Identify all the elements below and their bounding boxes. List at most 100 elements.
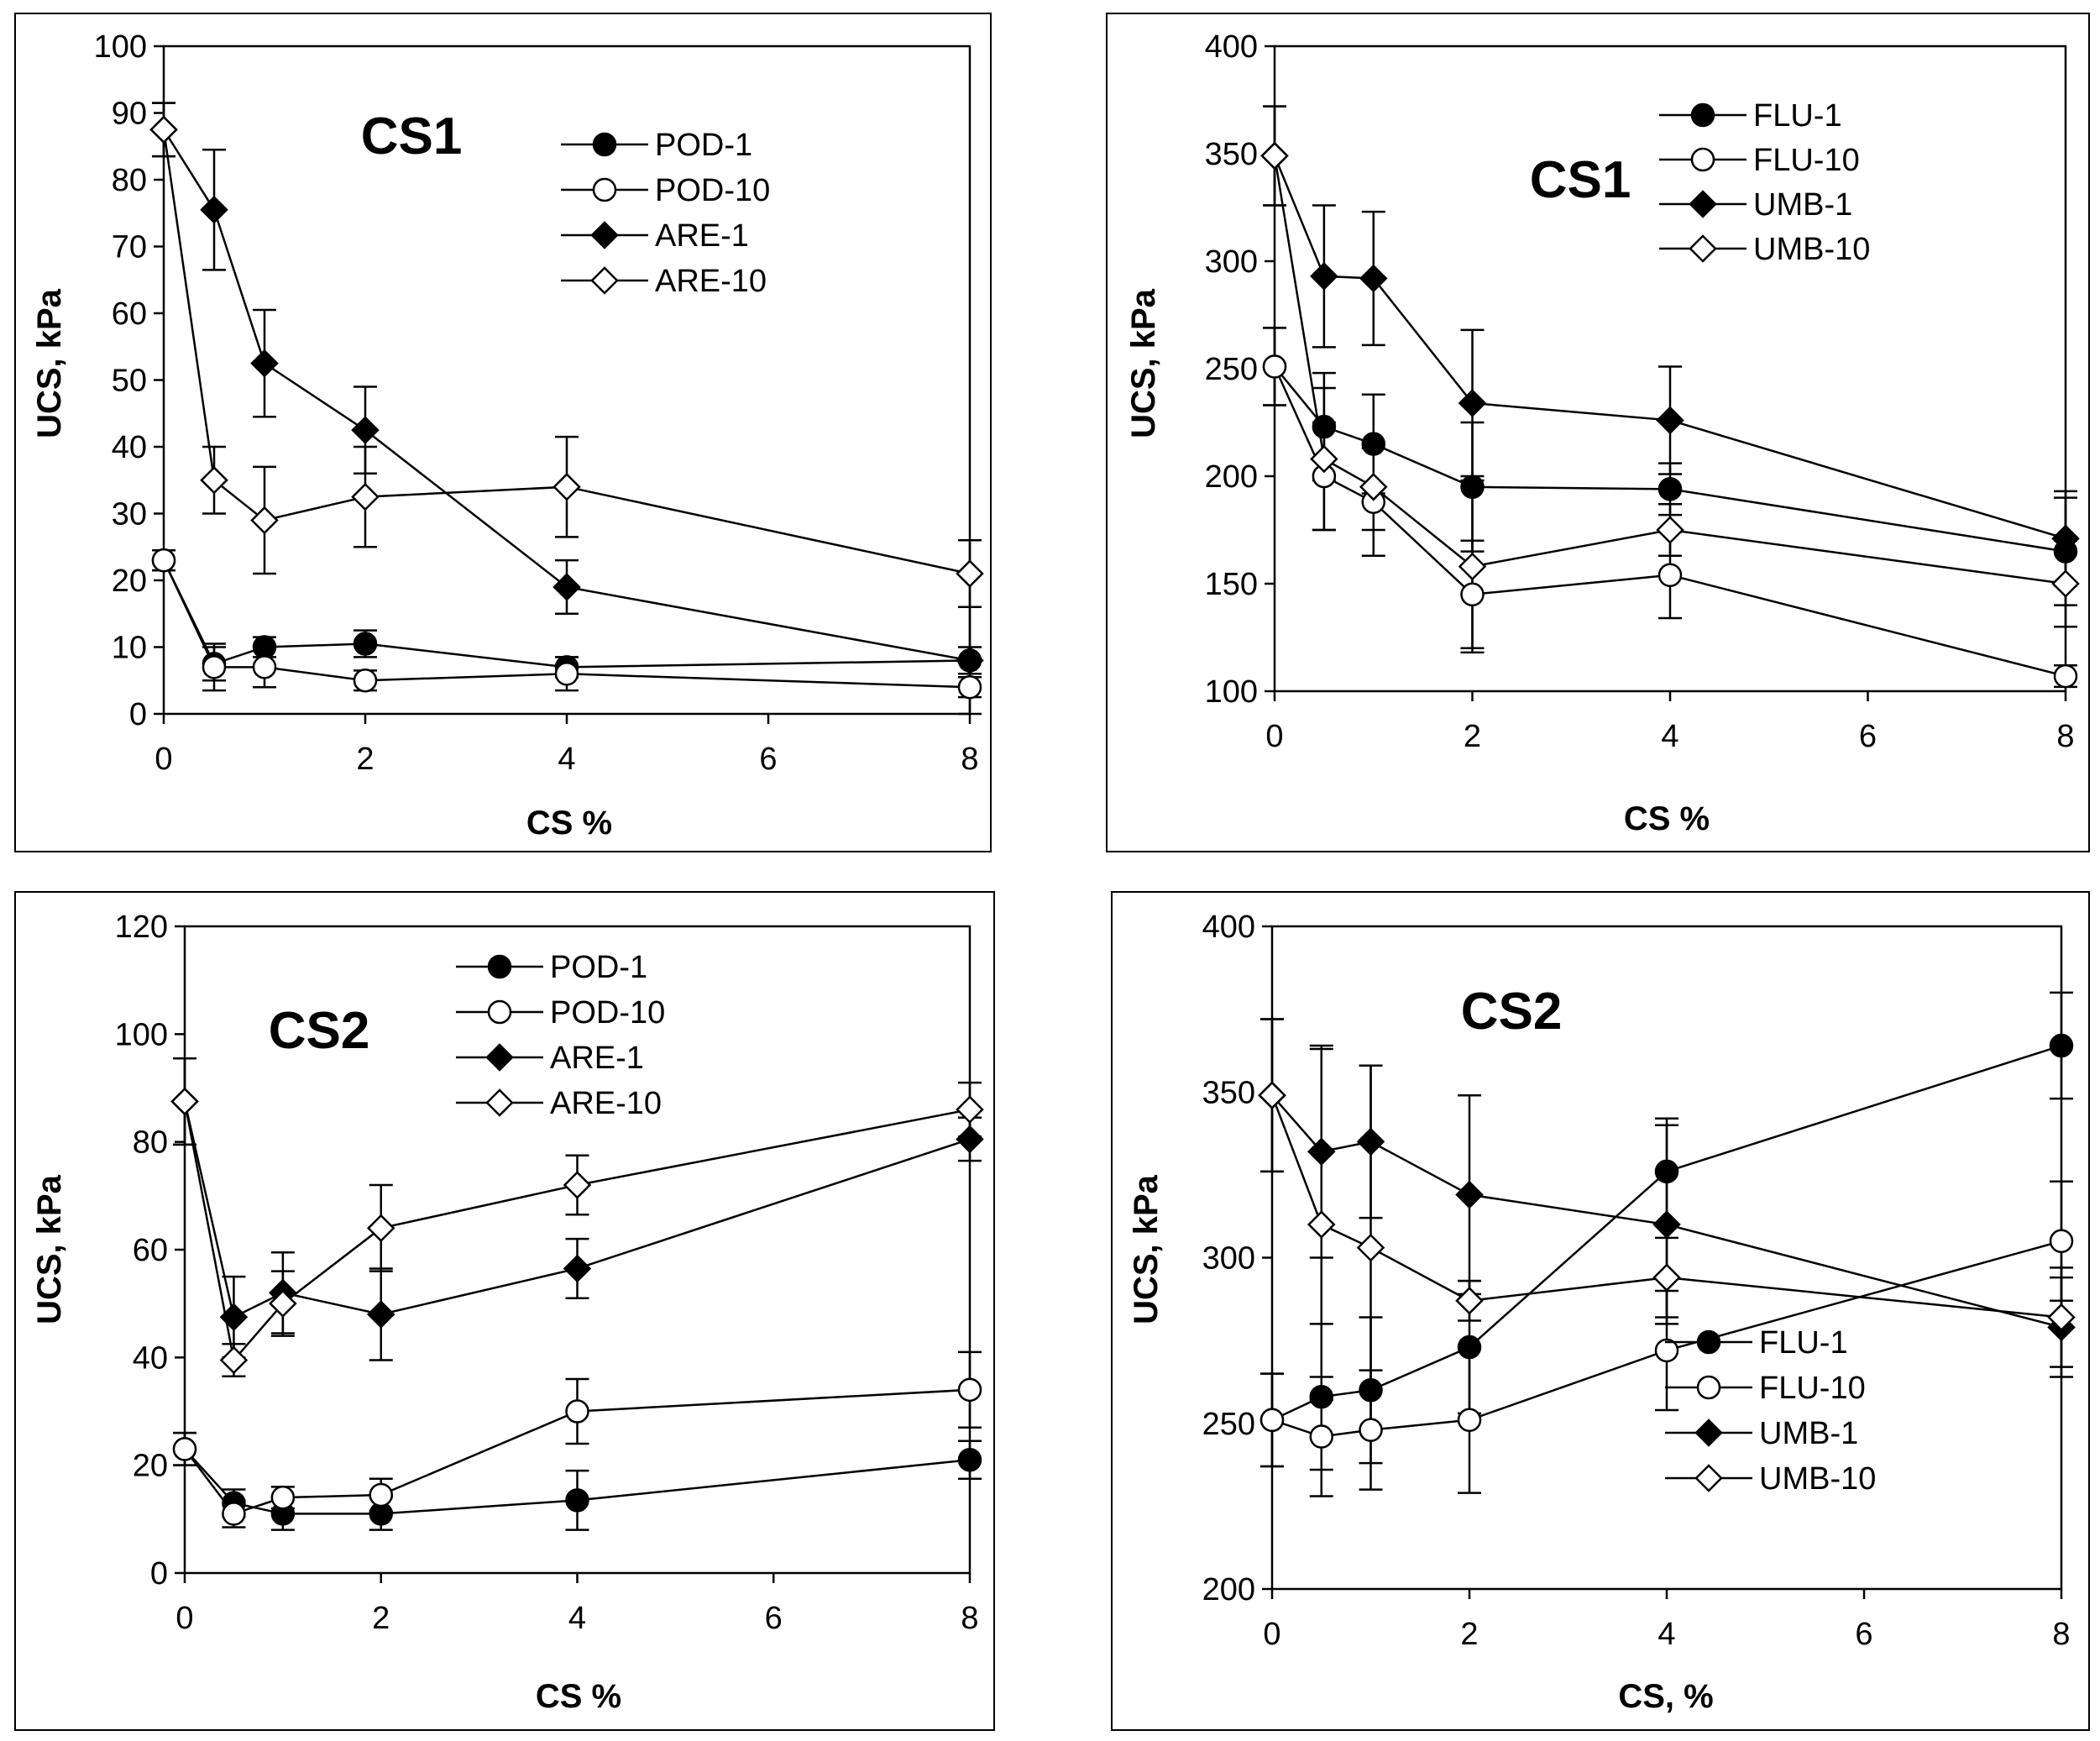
panel-title: CS1 (1530, 151, 1631, 209)
series-line-are-1 (162, 128, 971, 662)
x-axis-title: CS % (536, 1678, 621, 1715)
series-line-pod-1 (184, 1448, 971, 1515)
data-point-pod-10 (172, 1437, 197, 1461)
y-tick-label: 80 (133, 1125, 168, 1161)
panel-frame (14, 13, 992, 852)
data-point-umb-10 (1307, 1210, 1336, 1239)
legend-marker-pod-1 (592, 132, 617, 157)
data-point-flu-10 (2049, 1229, 2074, 1254)
legend-label: POD-10 (655, 173, 770, 208)
y-tick-label: 40 (133, 1340, 168, 1376)
data-point-umb-1 (2051, 524, 2080, 553)
x-tick-label: 8 (961, 1601, 978, 1636)
data-point-flu-1 (1359, 1378, 1383, 1403)
data-point-umb-10 (1310, 444, 1338, 474)
plot-area: 100 150 200 250 300 350 400 0 2 4 6 8 FLU-1 FLU-10 UMB… (1205, 29, 2080, 754)
panel-title: CS2 (269, 1002, 370, 1060)
data-point-umb-10 (1260, 141, 1289, 170)
legend-marker-pod-1 (487, 954, 512, 979)
legend-marker-flu-1 (1690, 102, 1715, 128)
series-line-umb-1 (1271, 1094, 2062, 1329)
plot-area: 200 250 300 350 400 0 2 4 6 8 FLU-1 FLU-10 UMB-1 UMB-… (1202, 910, 2076, 1652)
x-tick-label: 4 (1661, 719, 1678, 754)
legend-label: POD-1 (655, 128, 752, 163)
y-tick-label: 400 (1205, 29, 1258, 65)
y-axis-title: UCS, kPa (1125, 288, 1162, 438)
chart-panel-top-left: UCS, kPa CS % CS1 0102030405060708090100… (14, 13, 992, 852)
data-point-umb-1 (1359, 264, 1388, 293)
data-point-are-10 (269, 1289, 297, 1318)
legend-marker-are-1 (485, 1043, 514, 1072)
data-point-flu-10 (1359, 1418, 1383, 1442)
x-axis-title: CS, % (1618, 1678, 1713, 1715)
y-tick-label: 400 (1202, 910, 1255, 945)
data-point-flu-1 (1309, 1384, 1333, 1409)
legend: POD-1 POD-10 ARE-1 ARE-10 (561, 128, 770, 299)
data-point-flu-10 (2053, 663, 2078, 689)
data-point-are-1 (552, 573, 581, 601)
data-point-flu-1 (1654, 1159, 1679, 1184)
y-tick-label: 100 (115, 1017, 168, 1052)
data-point-pod-1 (252, 635, 277, 659)
data-point-pod-1 (565, 1488, 589, 1513)
x-tick-label: 2 (372, 1601, 390, 1636)
plot-area: 0 10 20 30 40 50 60 70 80 90 100 0 2 4 6 8 POD-1 POD-10 AR… (94, 29, 984, 777)
data-point-umb-1 (1656, 406, 1684, 435)
legend-marker-pod-10 (592, 177, 617, 202)
data-point-pod-1 (957, 1448, 982, 1472)
series-line-are-10 (162, 129, 971, 575)
legend-label: FLU-1 (1753, 98, 1842, 134)
legend: FLU-1 FLU-10 UMB-1 UMB-10 (1665, 1325, 1876, 1497)
data-point-flu-10 (1259, 1408, 1285, 1433)
y-tick-label: 10 (112, 631, 147, 666)
x-tick-label: 4 (1657, 1617, 1675, 1652)
y-tick-label: 90 (112, 97, 147, 132)
legend-label: UMB-1 (1759, 1416, 1858, 1451)
chart-panel-bottom-left: UCS, kPa CS % CS2 0 20 40 60 80 100 120 0 2 4 6 8 PO… (14, 891, 995, 1731)
data-point-flu-1 (1657, 477, 1683, 501)
legend-label: ARE-10 (655, 264, 767, 299)
data-point-flu-10 (1262, 354, 1287, 379)
x-tick-label: 2 (356, 742, 374, 777)
series-line-umb-10 (1270, 1094, 2062, 1319)
x-tick-label: 0 (154, 742, 172, 777)
y-tick-label: 120 (115, 910, 168, 945)
legend-marker-pod-10 (487, 999, 512, 1025)
data-point-umb-10 (2051, 569, 2080, 598)
series-line-umb-1 (1273, 155, 2066, 540)
y-tick-label: 250 (1205, 352, 1258, 387)
data-point-are-10 (200, 465, 228, 495)
data-point-pod-10 (369, 1482, 393, 1508)
data-point-are-10 (956, 559, 984, 588)
data-point-are-10 (149, 115, 178, 144)
y-tick-label: 150 (1205, 567, 1258, 602)
data-point-are-1 (351, 416, 380, 444)
data-point-are-1 (250, 349, 279, 378)
legend-label: ARE-1 (655, 218, 749, 254)
y-tick-label: 60 (112, 296, 147, 332)
data-point-pod-10 (957, 674, 982, 700)
x-tick-label: 4 (558, 742, 575, 777)
data-point-umb-10 (1356, 1233, 1385, 1262)
data-point-are-1 (219, 1303, 249, 1331)
x-tick-label: 4 (568, 1601, 586, 1636)
x-tick-label: 6 (1855, 1617, 1872, 1652)
series-line-are-1 (183, 1101, 971, 1319)
legend-marker-umb-10 (1694, 1464, 1723, 1492)
y-tick-label: 0 (129, 697, 147, 732)
data-point-flu-10 (1654, 1338, 1679, 1363)
y-tick-label: 300 (1205, 244, 1258, 280)
y-tick-label: 200 (1202, 1572, 1255, 1607)
data-point-umb-1 (1455, 1180, 1484, 1209)
data-point-pod-10 (270, 1485, 296, 1510)
data-point-pod-10 (222, 1502, 246, 1526)
data-point-flu-10 (1457, 1408, 1482, 1433)
data-point-pod-1 (353, 632, 378, 656)
x-tick-label: 6 (759, 742, 777, 777)
legend-marker-are-1 (590, 221, 619, 249)
y-tick-label: 350 (1205, 137, 1258, 172)
legend: POD-1 POD-10 ARE-1 ARE-10 (456, 950, 665, 1121)
data-point-are-1 (956, 1125, 984, 1154)
legend-label: ARE-10 (550, 1086, 662, 1121)
